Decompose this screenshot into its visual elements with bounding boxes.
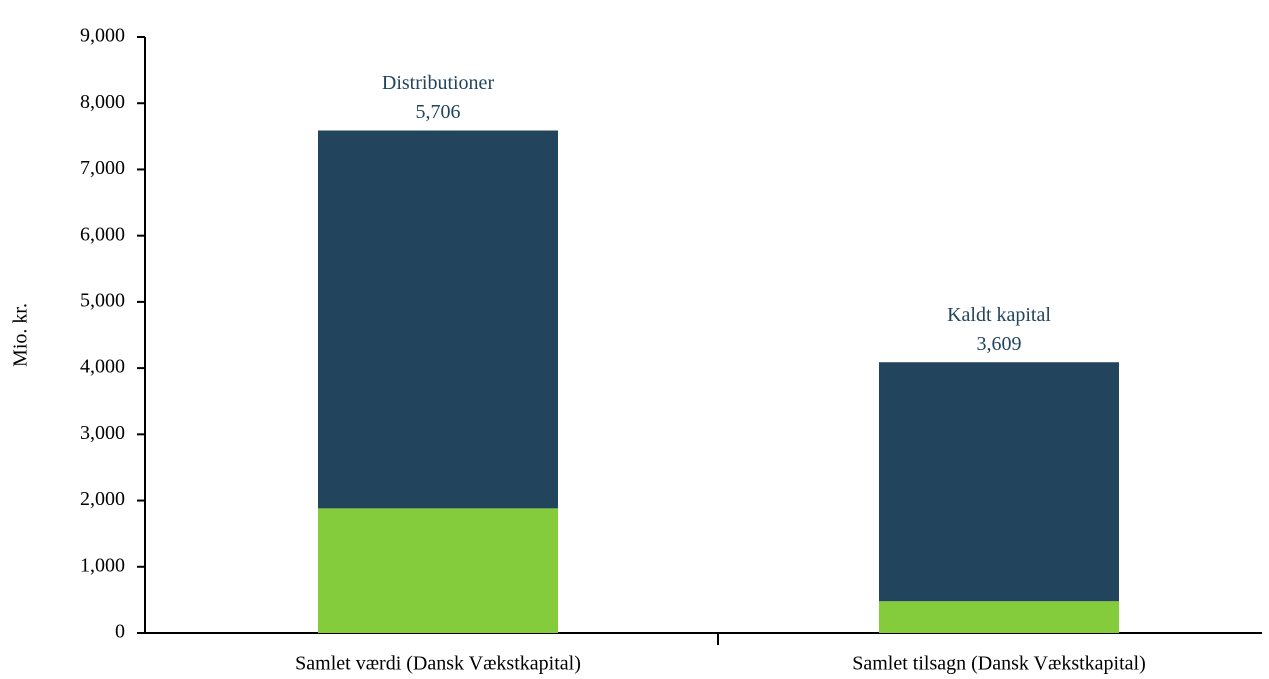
- bar-segment: [879, 601, 1119, 633]
- bar-segment: [318, 508, 558, 633]
- x-tick-label: Samlet værdi (Dansk Vækstkapital): [295, 653, 581, 675]
- data-label: 3,609: [977, 333, 1022, 355]
- y-tick-label: 0: [115, 621, 125, 643]
- y-tick-label: 1,000: [80, 554, 125, 576]
- data-label: 5,706: [416, 101, 461, 123]
- y-tick-label: 5,000: [80, 289, 125, 311]
- y-tick-label: 9,000: [80, 25, 125, 47]
- bar-segment: [879, 362, 1119, 602]
- segment-label: Kaldt kapital: [947, 304, 1051, 326]
- y-tick-label: 3,000: [80, 422, 125, 444]
- y-tick-label: 6,000: [80, 223, 125, 245]
- y-tick-label: 2,000: [80, 488, 125, 510]
- y-tick-label: 4,000: [80, 356, 125, 378]
- y-tick-label: 8,000: [80, 91, 125, 113]
- x-tick-label: Samlet tilsagn (Dansk Vækstkapital): [852, 653, 1146, 675]
- segment-label: Distributioner: [382, 72, 495, 94]
- bar-segment: [318, 130, 558, 509]
- y-tick-label: 7,000: [80, 157, 125, 179]
- y-axis-label: Mio. kr.: [10, 303, 32, 367]
